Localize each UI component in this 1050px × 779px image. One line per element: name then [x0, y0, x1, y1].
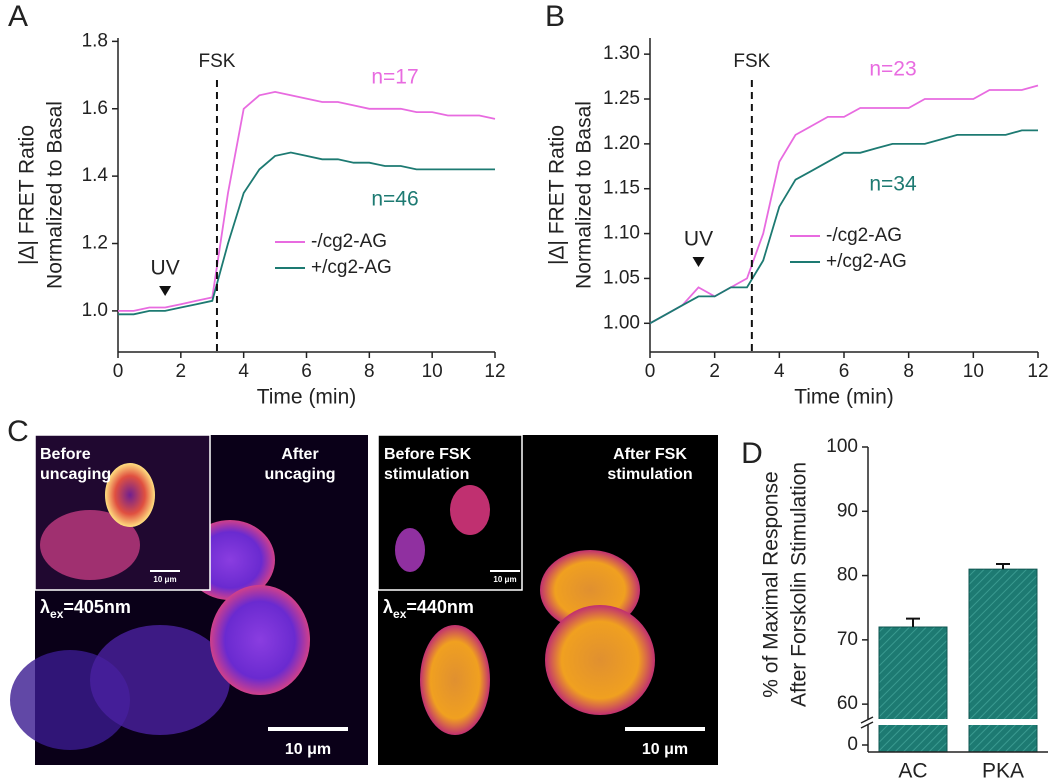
scale-bar-label: 10 μm: [642, 741, 688, 758]
y-axis-title: After Forskolin Stimulation: [788, 462, 811, 707]
y-axis-title: |Δ| FRET Ratio: [16, 125, 39, 265]
micrograph-left: [10, 434, 368, 765]
y-tick-label: 100: [826, 436, 858, 457]
x-tick-label: 4: [774, 361, 785, 382]
event-marker: [692, 257, 705, 267]
panel-label: D: [741, 437, 763, 470]
y-tick-label: 1.0: [82, 300, 108, 321]
y-tick-label: 1.8: [82, 30, 108, 51]
axis-break-mark: [860, 716, 874, 729]
y-tick-label: 90: [837, 500, 858, 521]
x-tick-label: PKA: [982, 760, 1024, 779]
event-label: FSK: [198, 51, 235, 72]
excitation-part: λ: [383, 597, 393, 617]
series-line: [118, 151, 495, 316]
x-tick-label: 0: [113, 361, 124, 382]
x-tick-label: 10: [963, 361, 984, 382]
y-tick-label: 1.20: [603, 133, 640, 154]
y-tick-label: 80: [837, 565, 858, 586]
image-label: After uncaging: [264, 446, 335, 483]
axis-break: [860, 719, 1048, 725]
legend-label: +/cg2-AG: [311, 257, 392, 278]
series-n-label: n=46: [371, 188, 418, 211]
excitation-part: ex: [50, 607, 64, 621]
x-tick-label: 4: [238, 361, 249, 382]
y-tick-label: 60: [837, 693, 858, 714]
excitation-label: λex=405nm: [40, 597, 131, 621]
y-tick-label: 1.05: [603, 267, 640, 288]
x-tick-label: 6: [839, 361, 850, 382]
y-axis-title: Normalized to Basal: [44, 101, 67, 289]
y-axis-title: Normalized to Basal: [573, 101, 596, 289]
series-line: [649, 84, 1039, 325]
error-bar: [996, 563, 1010, 570]
y-tick-label: 1.00: [603, 312, 640, 333]
bar: [878, 626, 948, 753]
legend-label: -/cg2-AG: [311, 231, 387, 252]
y-tick-label: 1.25: [603, 88, 640, 109]
excitation-part: =440nm: [406, 597, 474, 617]
series-n-label: n=17: [371, 66, 418, 89]
y-tick-label: 1.6: [82, 98, 108, 119]
y-tick-label: 1.10: [603, 223, 640, 244]
x-tick-label: 8: [364, 361, 375, 382]
x-tick-label: 2: [709, 361, 720, 382]
panel-label: C: [7, 415, 29, 448]
event-label: UV: [151, 257, 180, 280]
image-label: After FSK stimulation: [607, 446, 692, 483]
series-n-label: n=23: [869, 58, 916, 81]
panel-label: B: [545, 0, 565, 33]
x-tick-label: AC: [898, 760, 927, 779]
series-n-label: n=34: [869, 173, 917, 196]
micrograph-right: [377, 434, 718, 765]
excitation-part: λ: [40, 597, 50, 617]
series-line: [649, 129, 1038, 325]
y-tick-label: 70: [837, 629, 858, 650]
event-label: UV: [684, 228, 713, 251]
y-tick-label: 0: [847, 734, 858, 755]
error-bar: [906, 617, 920, 627]
x-tick-label: 8: [903, 361, 914, 382]
y-tick-label: 1.30: [603, 43, 640, 64]
image-label: Before FSK stimulation: [384, 446, 472, 483]
excitation-label: λex=440nm: [383, 597, 474, 621]
inset-scale-label: 10 μm: [153, 575, 176, 584]
y-tick-label: 1.4: [82, 165, 109, 186]
legend-label: +/cg2-AG: [826, 251, 907, 272]
scale-bar-label: 10 μm: [285, 741, 331, 758]
x-tick-label: 0: [645, 361, 656, 382]
inset-scale-label: 10 μm: [493, 575, 516, 584]
x-tick-label: 6: [301, 361, 312, 382]
x-tick-label: 2: [176, 361, 187, 382]
x-tick-label: 12: [1027, 361, 1048, 382]
panel-label: A: [8, 0, 28, 33]
series-line: [118, 90, 496, 312]
y-tick-label: 1.15: [603, 178, 640, 199]
legend-label: -/cg2-AG: [826, 225, 902, 246]
x-axis-title: Time (min): [794, 386, 894, 409]
excitation-part: ex: [393, 607, 407, 621]
event-label: FSK: [733, 51, 770, 72]
x-tick-label: 12: [484, 361, 505, 382]
x-axis-title: Time (min): [257, 386, 357, 409]
image-label: Before uncaging: [40, 446, 111, 483]
y-axis-title: % of Maximal Response: [760, 471, 783, 697]
event-marker: [159, 286, 172, 296]
excitation-part: =405nm: [63, 597, 131, 617]
y-tick-label: 1.2: [82, 233, 108, 254]
y-axis-title: |Δ| FRET Ratio: [546, 125, 569, 265]
x-tick-label: 10: [422, 361, 443, 382]
